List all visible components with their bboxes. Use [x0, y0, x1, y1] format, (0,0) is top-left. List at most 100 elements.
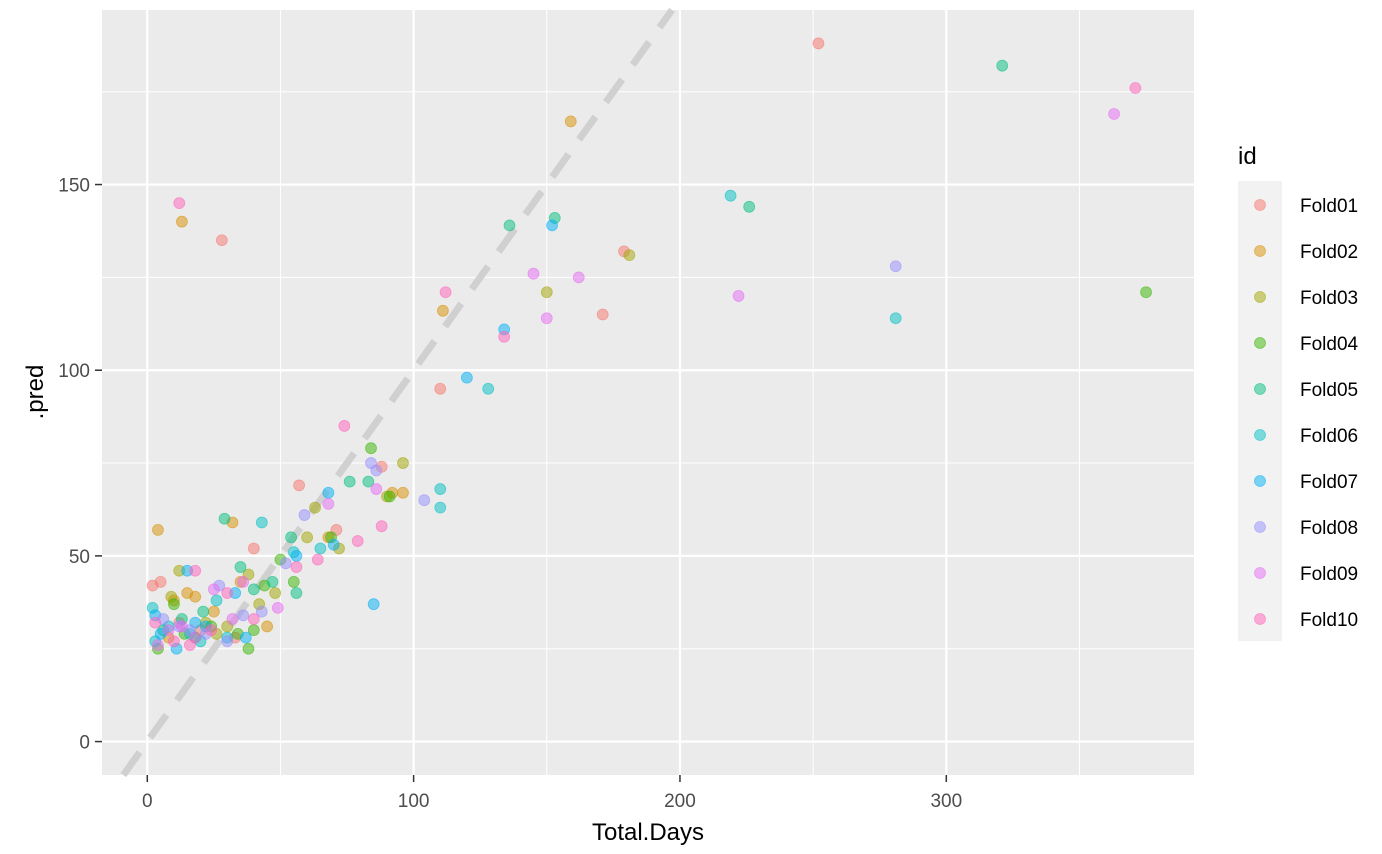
data-point [221, 587, 234, 599]
data-point [314, 542, 327, 555]
data-point [732, 290, 745, 302]
data-point [205, 624, 218, 637]
data-points [146, 37, 1152, 655]
legend-key-fold09 [1254, 567, 1266, 579]
data-point [168, 635, 180, 648]
data-point [1129, 82, 1142, 94]
data-point [261, 620, 274, 633]
data-point [397, 457, 409, 469]
x-tick-label: 300 [930, 791, 962, 812]
data-point [207, 605, 220, 618]
data-point [242, 642, 255, 655]
data-point [266, 575, 279, 588]
data-point [290, 561, 303, 573]
data-point [237, 609, 250, 622]
data-point [482, 382, 495, 395]
series-fold05 [157, 59, 1009, 637]
legend-key-fold04 [1254, 337, 1266, 349]
data-point [572, 271, 585, 284]
data-point [239, 631, 252, 644]
data-point [168, 598, 180, 611]
data-point [322, 498, 335, 510]
data-point [298, 509, 311, 521]
data-point [370, 483, 383, 495]
data-point [154, 575, 167, 588]
data-point [226, 613, 239, 625]
y-axis-title: .pred [22, 365, 49, 420]
data-point [197, 605, 210, 618]
legend-key-fold05 [1254, 383, 1266, 395]
data-point [279, 557, 292, 570]
legend-key-fold07 [1254, 475, 1266, 487]
y-tick-label: 100 [58, 361, 90, 382]
data-point [301, 531, 313, 544]
reference-line [120, 7, 675, 778]
legend-label-fold07: Fold07 [1300, 472, 1358, 493]
data-point [498, 330, 511, 343]
data-point [176, 620, 188, 633]
data-point [207, 583, 220, 596]
legend-label-fold05: Fold05 [1300, 380, 1358, 401]
data-point [889, 260, 902, 273]
data-point [362, 475, 375, 488]
x-tick-label: 200 [664, 791, 696, 812]
data-point [173, 197, 186, 210]
data-point [370, 464, 383, 477]
data-point [247, 542, 260, 555]
data-point [322, 486, 335, 499]
data-point [743, 200, 756, 213]
data-point [724, 189, 737, 202]
series-fold10 [149, 82, 1142, 651]
legend-key-fold01 [1254, 199, 1266, 211]
data-point [546, 219, 559, 232]
data-point [181, 587, 194, 599]
data-point [397, 486, 409, 499]
data-point [418, 494, 431, 507]
data-point [247, 583, 260, 596]
data-point [221, 635, 234, 648]
data-point [255, 516, 268, 529]
legend-label-fold10: Fold10 [1300, 610, 1358, 631]
data-point [503, 219, 516, 232]
data-point [162, 624, 175, 637]
data-point [889, 312, 902, 325]
data-point [527, 267, 540, 280]
legend-label-fold06: Fold06 [1300, 426, 1358, 447]
data-point [439, 286, 452, 299]
legend-label-fold08: Fold08 [1300, 518, 1358, 539]
data-point [351, 535, 364, 547]
legend: Fold01 Fold02 Fold03 Fold04 Fold05 Fold06 Fold… [1254, 196, 1359, 631]
data-point [152, 524, 164, 536]
data-point [247, 613, 260, 625]
data-point [218, 512, 231, 525]
legend-title: id [1238, 143, 1257, 170]
data-point [327, 538, 340, 551]
data-point [152, 639, 164, 651]
legend-key-fold08 [1254, 521, 1266, 533]
minor-gridlines [102, 10, 1194, 775]
data-point [564, 115, 577, 128]
data-point [365, 442, 377, 455]
data-point [309, 501, 321, 514]
x-axis-ticks: 0 100 200 300 [142, 775, 962, 812]
panel-background [102, 10, 1194, 775]
legend-label-fold02: Fold02 [1300, 242, 1358, 263]
data-point [437, 304, 449, 317]
data-point [210, 594, 223, 607]
legend-label-fold01: Fold01 [1300, 196, 1358, 217]
data-point [338, 420, 351, 432]
data-point [434, 501, 447, 514]
data-point [189, 564, 202, 577]
data-point [812, 37, 825, 50]
y-tick-label: 150 [58, 176, 90, 197]
y-tick-label: 50 [69, 547, 90, 568]
data-point [290, 549, 303, 562]
data-point [540, 286, 553, 299]
data-point [149, 616, 162, 629]
legend-key-fold06 [1254, 429, 1266, 441]
data-point [434, 483, 447, 495]
data-point [1108, 108, 1120, 120]
data-point [290, 587, 303, 599]
data-point [269, 587, 282, 599]
